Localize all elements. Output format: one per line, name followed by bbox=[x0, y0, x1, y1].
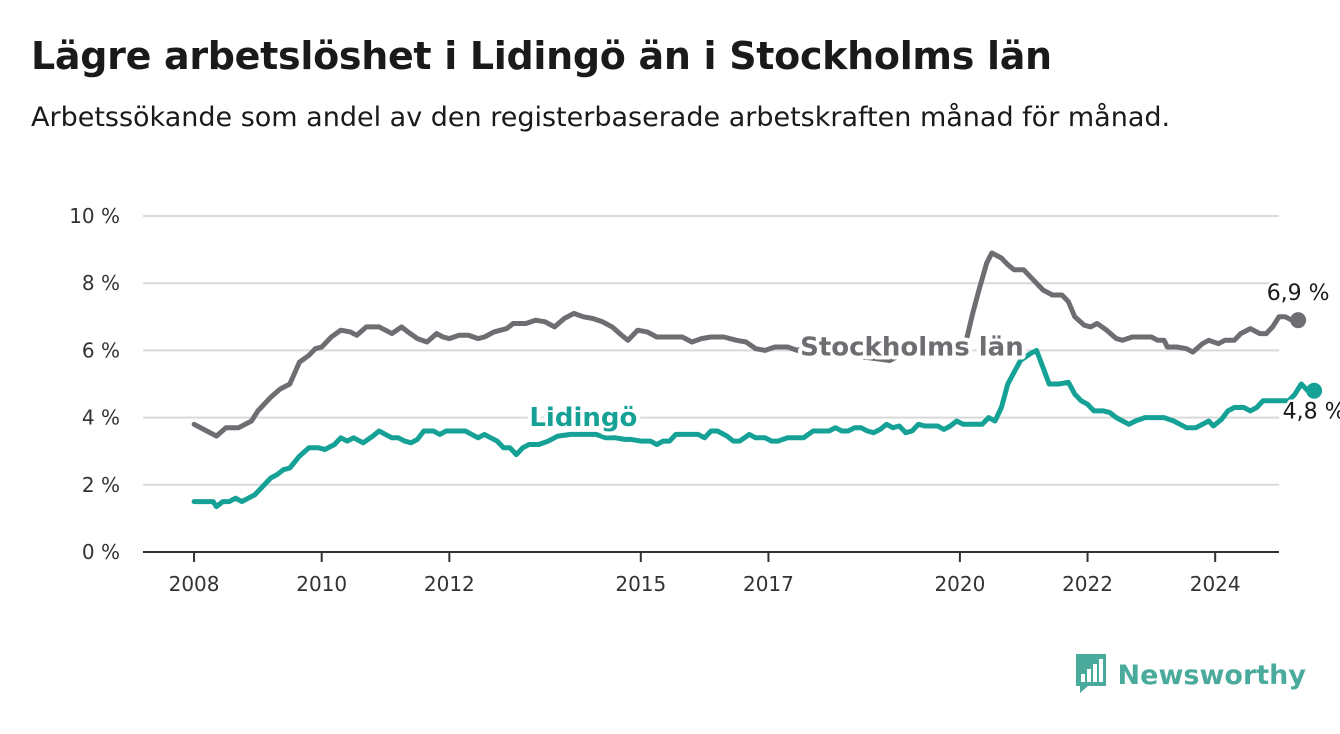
series-lines bbox=[191, 250, 1323, 510]
newsworthy-logo-icon bbox=[1074, 652, 1108, 698]
series-end-marker bbox=[1290, 312, 1307, 329]
y-tick-label: 8 % bbox=[82, 271, 120, 295]
series-name-label: Lidingö bbox=[529, 403, 637, 433]
series-labels: 6,9 % Stockholms län 4,8 % Lidingö bbox=[525, 279, 1340, 437]
chart-subtitle: Arbetssökande som andel av den registerb… bbox=[31, 102, 1171, 133]
series-end-value-label: 6,9 % bbox=[1267, 281, 1330, 306]
y-tick-label: 0 % bbox=[82, 540, 120, 564]
grid-lines bbox=[143, 215, 1279, 486]
y-tick-label: 4 % bbox=[82, 406, 120, 430]
series-line-lidingo bbox=[191, 347, 1317, 510]
series-name-label: Stockholms län bbox=[800, 332, 1024, 362]
x-tick-label: 2010 bbox=[296, 572, 347, 596]
newsworthy-wordmark: Newsworthy bbox=[1117, 659, 1306, 691]
y-tick-label: 10 % bbox=[69, 204, 120, 228]
chart-title: Lägre arbetslöshet i Lidingö än i Stockh… bbox=[31, 34, 1052, 78]
x-tick-label: 2017 bbox=[743, 572, 794, 596]
x-tick-label: 2012 bbox=[424, 572, 475, 596]
x-tick-label: 2008 bbox=[169, 572, 220, 596]
series-line-stockholm bbox=[191, 250, 1301, 439]
series-end-value-label: 4,8 % bbox=[1283, 400, 1340, 425]
x-tick-label: 2015 bbox=[615, 572, 666, 596]
x-tick-label: 2024 bbox=[1190, 572, 1241, 596]
y-tick-label: 6 % bbox=[82, 338, 120, 362]
newsworthy-brand: Newsworthy bbox=[1074, 652, 1306, 698]
x-tick-label: 2020 bbox=[934, 572, 985, 596]
series-end-marker bbox=[1306, 382, 1323, 399]
x-tick-label: 2022 bbox=[1062, 572, 1113, 596]
axes: 0 % 2 % 4 % 6 % 8 % 10 % 2008 2010 2012 2015 2017 2… bbox=[69, 204, 1279, 596]
y-tick-label: 2 % bbox=[82, 473, 120, 497]
